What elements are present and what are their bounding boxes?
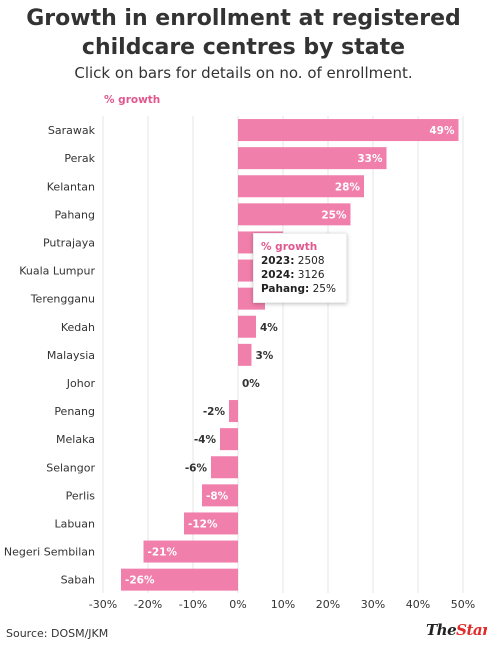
- category-label: Johor: [66, 377, 96, 390]
- value-label: 28%: [335, 181, 361, 193]
- category-label: Pahang: [54, 208, 95, 221]
- logo-the: The: [426, 621, 457, 639]
- x-tick-label: -30%: [89, 598, 117, 611]
- tooltip-row-2024: 2024: 3126: [261, 268, 339, 282]
- bar-penang[interactable]: [229, 400, 238, 423]
- tooltip-row-growth: Pahang: 25%: [261, 282, 339, 296]
- bar-malaysia[interactable]: [238, 343, 252, 366]
- value-label: 3%: [256, 350, 274, 362]
- bar-labuan[interactable]: [184, 512, 238, 535]
- value-label: 0%: [242, 378, 260, 390]
- value-label: -12%: [188, 518, 218, 530]
- value-label: -6%: [185, 462, 208, 474]
- x-tick-label: 20%: [316, 598, 340, 611]
- category-label: Kuala Lumpur: [19, 265, 95, 278]
- chart-title: Growth in enrollment at registered child…: [26, 6, 461, 60]
- category-label: Melaka: [56, 433, 95, 446]
- logo-star: Star: [456, 621, 487, 639]
- bar-kelantan[interactable]: [238, 175, 364, 198]
- category-label: Negeri Sembilan: [4, 546, 95, 559]
- category-label: Perlis: [66, 489, 96, 502]
- value-label: 49%: [429, 125, 455, 137]
- bars: [121, 119, 459, 591]
- chart-subtitle: Click on bars for details on no. of enro…: [74, 64, 413, 82]
- bar-perak[interactable]: [238, 147, 387, 170]
- tooltip-label: 2023:: [261, 255, 295, 267]
- bar-sabah[interactable]: [121, 568, 238, 591]
- category-label: Terengganu: [30, 293, 95, 306]
- bar-selangor[interactable]: [211, 456, 238, 479]
- value-label: -2%: [203, 406, 226, 418]
- category-label: Putrajaya: [43, 236, 95, 249]
- tooltip-label: 2024:: [261, 269, 295, 281]
- category-label: Sabah: [61, 574, 95, 587]
- bar-sarawak[interactable]: [238, 119, 459, 142]
- value-label: -26%: [125, 575, 155, 587]
- x-tick-label: 0%: [229, 598, 246, 611]
- bar-negeri-sembilan[interactable]: [143, 540, 239, 563]
- category-label: Perak: [64, 152, 95, 165]
- category-label: Penang: [54, 405, 95, 418]
- category-label: Labuan: [54, 517, 95, 530]
- labels: -30% -20% -10% 0% 10% 20% 30% 40% 50% Sarawak 49% P…: [4, 124, 475, 611]
- value-label: 4%: [260, 322, 278, 334]
- bar-perlis[interactable]: [202, 484, 238, 507]
- category-label: Kelantan: [47, 180, 95, 193]
- axis-label: % growth: [104, 94, 161, 106]
- x-tick-label: -10%: [179, 598, 207, 611]
- tooltip-value: 3126: [297, 269, 325, 281]
- value-label: -21%: [148, 547, 178, 559]
- tooltip-header: % growth: [261, 241, 318, 253]
- source-note: Source: DOSM/JKM: [6, 627, 109, 640]
- tooltip-label: Pahang:: [261, 283, 310, 295]
- value-label: 33%: [357, 153, 383, 165]
- x-tick-label: 50%: [451, 598, 475, 611]
- x-tick-label: 30%: [361, 598, 385, 611]
- the-star-logo: TheStar: [426, 621, 487, 639]
- x-tick-label: 40%: [406, 598, 430, 611]
- x-tick-label: 10%: [271, 598, 295, 611]
- tooltip-value: 25%: [312, 283, 336, 295]
- bar-tooltip: % growth 2023: 2508 2024: 3126 Pahang: 2…: [253, 233, 347, 303]
- category-label: Kedah: [61, 321, 95, 334]
- value-label: -4%: [194, 434, 217, 446]
- category-label: Selangor: [46, 461, 95, 474]
- category-label: Malaysia: [47, 349, 95, 362]
- tooltip-row-2023: 2023: 2508: [261, 254, 339, 268]
- tooltip-value: 2508: [297, 255, 325, 267]
- bar-kedah[interactable]: [238, 315, 256, 338]
- bar-melaka[interactable]: [220, 428, 238, 451]
- value-label: 25%: [321, 209, 347, 221]
- x-tick-label: -20%: [134, 598, 162, 611]
- value-label: -8%: [206, 490, 229, 502]
- bar-pahang[interactable]: [238, 203, 351, 226]
- category-label: Sarawak: [48, 124, 96, 137]
